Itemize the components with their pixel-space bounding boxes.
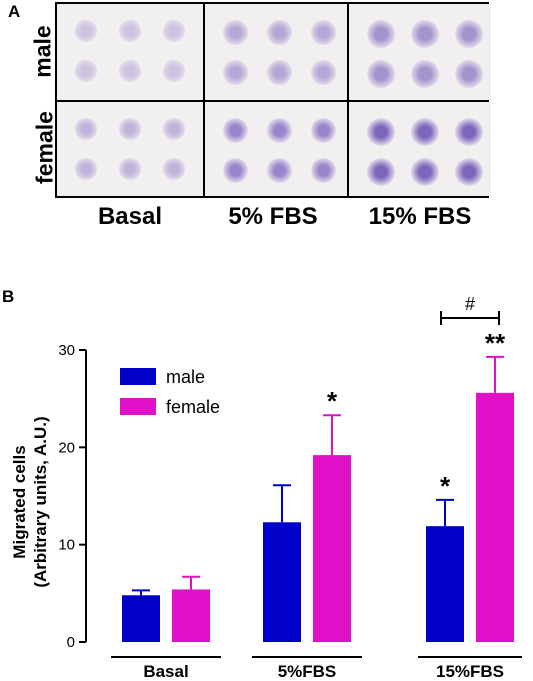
well-spot — [311, 158, 336, 183]
image-cell-female-2 — [205, 102, 347, 196]
bar-female-3 — [476, 392, 514, 642]
column-label-15-fbs: 15% FBS — [368, 203, 472, 230]
significance-marker: ** — [485, 328, 506, 358]
y-axis-title: Migrated cells (Arbitrary units, A.U.) — [10, 416, 50, 587]
panel-b-letter: B — [2, 287, 15, 306]
bar-male-2 — [263, 522, 301, 642]
well-spot — [75, 60, 97, 82]
well-spot — [267, 60, 292, 85]
legend-label-female: female — [166, 397, 220, 417]
well-spot — [119, 118, 141, 140]
well-spot — [311, 118, 336, 143]
x-category-label: Basal — [143, 662, 188, 681]
well-spot — [119, 60, 141, 82]
migrated-cells-bar-chart: Migrated cells (Arbitrary units, A.U.) 0… — [10, 294, 522, 681]
significance-marker: * — [327, 386, 338, 416]
panel-a-letter: A — [8, 2, 21, 21]
well-spot — [119, 20, 141, 42]
column-label-5-fbs: 5% FBS — [228, 203, 318, 230]
well-spot — [411, 158, 439, 186]
bar-male-3 — [426, 526, 464, 642]
image-cell-female-1 — [57, 102, 203, 196]
y-tick-label: 0 — [67, 634, 75, 651]
y-axis-title-line-2: (Arbitrary units, A.U.) — [31, 416, 50, 587]
y-tick-label: 20 — [58, 439, 75, 456]
well-spot — [367, 20, 395, 48]
well-spot — [163, 118, 185, 140]
comparison-bracket-label: # — [465, 294, 475, 314]
well-spot — [75, 158, 97, 180]
well-spot — [119, 158, 141, 180]
axes: 0 10 20 30 Basal 5%FBS 15%FBS — [58, 342, 522, 681]
well-spot — [75, 118, 97, 140]
image-cell-male-3 — [349, 4, 491, 100]
image-cell-male-1 — [57, 4, 203, 100]
well-spot — [411, 20, 439, 48]
significance-marker: * — [440, 471, 451, 501]
well-spot — [163, 20, 185, 42]
x-category-label: 5%FBS — [278, 662, 337, 681]
row-label-male: male — [29, 25, 56, 78]
well-spot — [367, 60, 395, 88]
legend-swatch-female — [120, 398, 156, 415]
bar-female-1 — [172, 589, 210, 642]
well-spot — [455, 118, 483, 146]
well-spot — [163, 60, 185, 82]
bars — [122, 355, 514, 642]
well-spot — [455, 158, 483, 186]
well-spot — [267, 20, 292, 45]
y-tick-label: 30 — [58, 342, 75, 359]
well-spot — [411, 60, 439, 88]
well-spot — [223, 20, 248, 45]
well-spot — [311, 60, 336, 85]
well-spot — [455, 20, 483, 48]
well-spot — [163, 158, 185, 180]
column-label-basal: Basal — [97, 203, 163, 230]
image-cell-male-2 — [205, 4, 347, 100]
well-spot — [223, 60, 248, 85]
well-spot — [367, 118, 395, 146]
well-spot — [455, 60, 483, 88]
well-spot — [311, 20, 336, 45]
x-category-label: 15%FBS — [436, 662, 504, 681]
y-tick-label: 10 — [58, 537, 75, 554]
well-spot — [267, 118, 292, 143]
well-spot — [267, 158, 292, 183]
well-spot — [367, 158, 395, 186]
well-spot — [223, 158, 248, 183]
legend-swatch-male — [120, 368, 156, 385]
annotations: ****# — [327, 294, 506, 501]
legend-label-male: male — [166, 367, 205, 387]
migration-well-image-grid — [55, 2, 491, 198]
y-axis-title-line-1: Migrated cells — [10, 445, 29, 558]
well-spot — [75, 20, 97, 42]
legend: male female — [120, 367, 220, 417]
well-spot — [223, 118, 248, 143]
well-spot — [411, 118, 439, 146]
image-cell-female-3 — [349, 102, 491, 196]
bar-female-2 — [313, 455, 351, 642]
bar-male-1 — [122, 595, 160, 642]
